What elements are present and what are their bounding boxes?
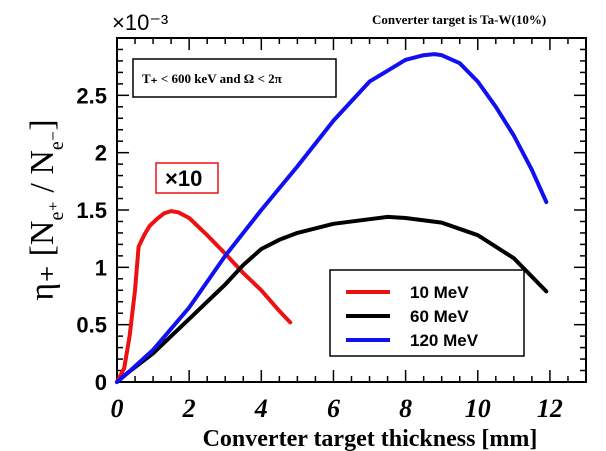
x-tick-label: 4 [254, 394, 268, 423]
y-tick-label: 2 [95, 141, 107, 166]
chart-title: Converter target is Ta-W(10%) [372, 12, 546, 27]
series-line [115, 214, 549, 384]
series-line [115, 52, 549, 384]
y-multiplier: ×10⁻³ [112, 10, 168, 35]
scale-label-box: ×10 [155, 162, 219, 194]
x-tick-label: 6 [327, 394, 340, 423]
legend: 10 MeV 60 MeV 120 MeV [329, 269, 525, 357]
legend-label: 120 MeV [410, 331, 479, 350]
legend-label: 10 MeV [410, 283, 469, 302]
x-axis-label: Converter target thickness [mm] [203, 426, 538, 451]
x-tick-label: 12 [537, 394, 563, 423]
y-tick-label: 0 [95, 370, 107, 395]
x-tick-label: 8 [399, 394, 412, 423]
x-tick-label: 10 [465, 394, 491, 423]
series-group [115, 52, 549, 384]
y-axis: 0 0.5 1 1.5 2 2.5 [76, 37, 586, 395]
y-axis-label-text: η₊ [Ne⁺ / Ne⁻] [24, 119, 68, 300]
annotation-text: T₊ < 600 keV and Ω < 2π [142, 71, 282, 86]
series-line [115, 209, 293, 384]
y-tick-label: 2.5 [76, 83, 107, 108]
y-tick-label: 0.5 [76, 313, 107, 338]
legend-label: 60 MeV [410, 307, 469, 326]
y-tick-label: 1.5 [76, 198, 107, 223]
y-axis-label: η₊ [Ne⁺ / Ne⁻] [24, 119, 68, 300]
y-tick-label: 1 [95, 255, 107, 280]
annotation-box: T₊ < 600 keV and Ω < 2π [132, 58, 337, 98]
x-tick-label: 2 [182, 394, 196, 423]
x-axis: 0 2 4 6 8 10 12 [111, 38, 587, 423]
x-tick-label: 0 [111, 394, 124, 423]
scale-label: ×10 [165, 166, 202, 191]
